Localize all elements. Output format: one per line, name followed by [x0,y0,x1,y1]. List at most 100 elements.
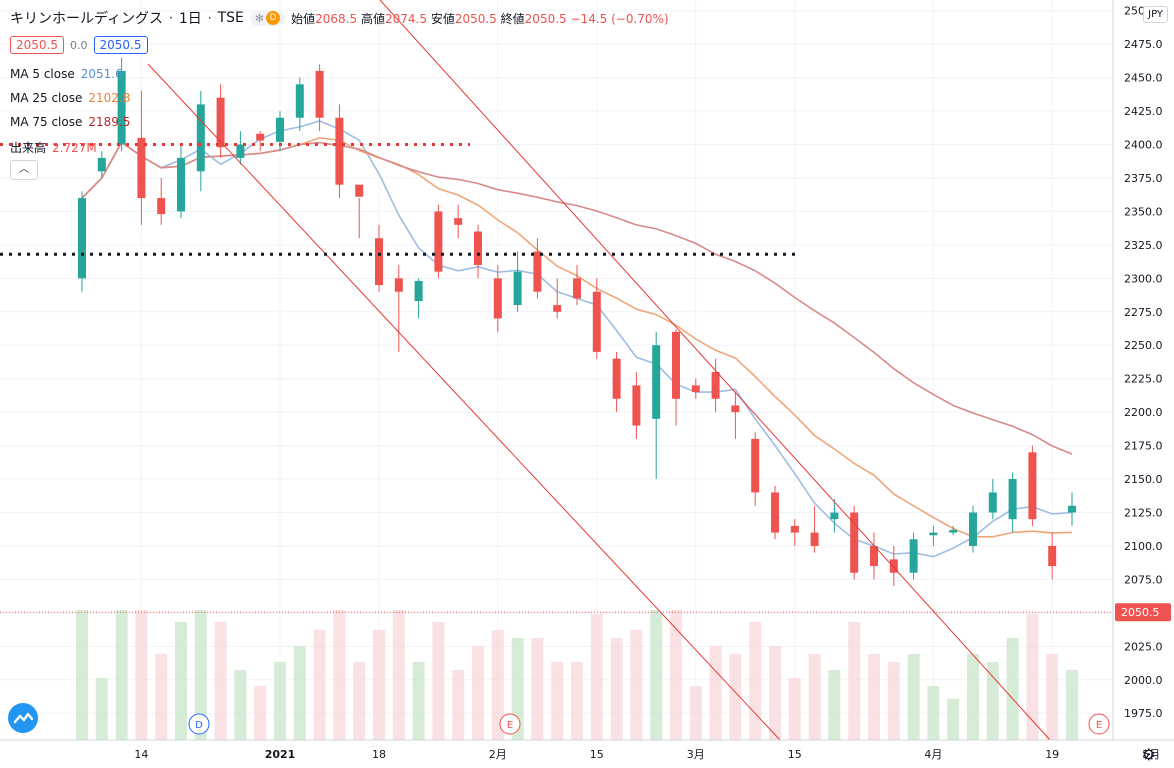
earnings-marker [499,713,521,735]
gear-icon[interactable]: ⚙ [1141,745,1156,764]
price-axis[interactable]: 1975.02000.02025.02050.02075.02100.02125… [1112,0,1174,768]
candle-body [850,512,859,573]
logo-icon[interactable] [8,703,38,733]
candle-body [672,331,680,399]
volume-bar [868,654,880,740]
candle-body [177,157,185,212]
volume-bar [947,698,960,740]
candle-body [612,358,621,399]
candle-body [434,211,443,272]
collapse-legend-button[interactable]: ︿ [10,160,38,180]
earnings-marker [1088,713,1110,735]
candle-body [355,184,364,197]
volume-bar [373,630,385,740]
candle-body [533,251,542,292]
volume-bar [808,654,821,740]
drawing-tools[interactable] [0,0,1113,741]
candle-body [236,144,245,158]
marker-label: E [507,720,513,731]
time-tick-label: 4月 [924,748,942,761]
candle-body [949,529,958,533]
candle-body [513,271,522,306]
candle-body [969,512,977,546]
price-tick-label: 1975.0 [1124,707,1163,720]
candle-body [553,305,562,312]
grid-lines [0,0,1152,740]
price-tick-label: 2000.0 [1124,674,1163,687]
candle-body [830,512,839,520]
time-tick-label: 19 [1045,748,1059,761]
candle-body [1028,452,1037,520]
price-tick-label: 2125.0 [1124,507,1163,520]
time-axis[interactable]: 14 2021 18 2月 15 3月 15 4月 19 5月 [0,739,1174,761]
volume-bar [1046,654,1059,740]
marker-label: D [195,720,203,731]
volume-bar [1066,670,1078,740]
time-tick-label: 14 [134,748,148,761]
price-tick-label: 2175.0 [1124,440,1163,453]
time-tick-label: 2021 [265,748,296,761]
candle-body [1068,505,1076,513]
volume-bar [392,610,405,740]
candle-body [1048,545,1057,567]
volume-bar [491,630,504,740]
candle-body [157,198,166,215]
ma5-line [81,120,1073,558]
candle-body [751,438,760,493]
ma75-line [81,141,1073,455]
trend-line [147,63,781,741]
volume-bar [234,670,247,740]
candle-body [117,70,126,145]
volume-bar [472,646,484,740]
volume-bar [254,686,267,740]
candle-body [295,84,304,118]
volume-bar [630,630,643,740]
candle-body [652,345,661,419]
candle-body [573,278,581,299]
price-tick-label: 2100.0 [1124,540,1163,553]
candle-body [414,281,423,302]
currency-label[interactable]: JPY [1143,6,1168,23]
volume-bar [670,610,682,740]
volume-bar [848,622,861,740]
current-price-badge [1115,603,1171,622]
time-tick-label: 15 [788,748,802,761]
candle-body [137,137,146,199]
time-tick-label: 3月 [687,748,705,761]
price-tick-label: 2475.0 [1124,38,1163,51]
candle-body [711,372,720,399]
candle-body [493,278,502,319]
candle-body [276,117,284,142]
moving-averages [81,120,1073,558]
volume-bar [986,662,999,740]
price-axis-bg [1113,0,1174,768]
volume-bar [95,678,108,740]
candle-body [474,231,482,265]
price-tick-label: 2200.0 [1124,406,1163,419]
volume-bar [293,646,306,740]
candle-body [78,198,86,279]
volume-bar [650,610,663,740]
volume-bar [511,638,524,740]
price-tick-label: 2350.0 [1124,205,1163,218]
price-tick-label: 2150.0 [1124,473,1163,486]
candlesticks [78,57,1076,587]
volume-bar [788,678,801,740]
candle-body [929,532,938,536]
volume-bar [115,610,128,740]
candle-body [454,218,463,225]
volume-bar [828,670,841,740]
volume-bar [333,610,346,740]
volume-bar [155,654,168,740]
volume-bar [432,622,445,740]
volume-bar [194,610,207,740]
candle-body [97,157,106,172]
volume-bar [590,614,603,740]
candle-body [196,104,205,172]
current-price-label: 2050.5 [1121,606,1160,619]
price-tick-label: 2275.0 [1124,306,1163,319]
candle-body [592,291,601,352]
trend-line [379,0,1051,741]
